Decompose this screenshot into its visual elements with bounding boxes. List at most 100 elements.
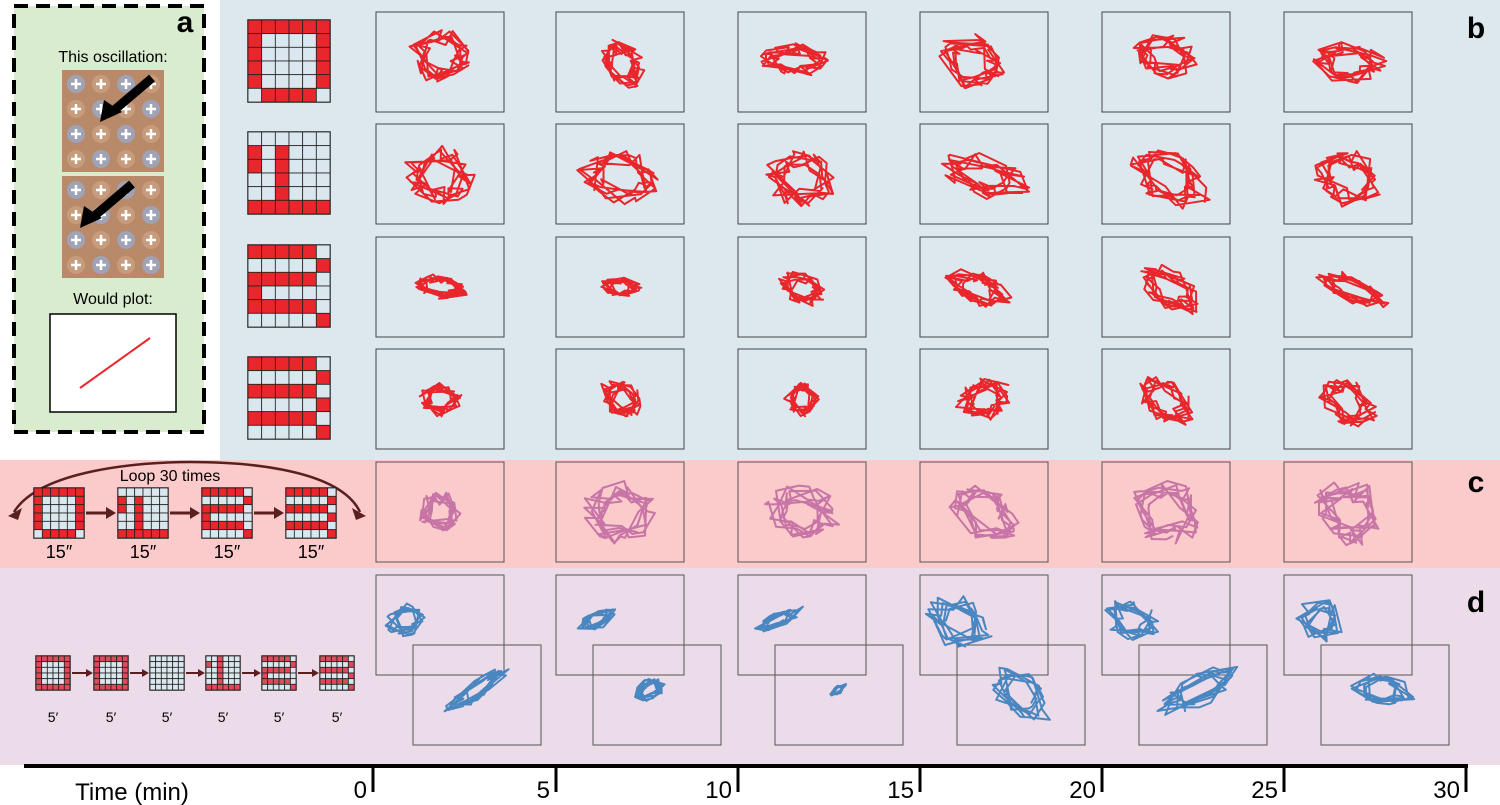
- trajectory-plot: [375, 11, 505, 113]
- trajectory-trace: [601, 38, 646, 89]
- trajectory-trace: [414, 273, 468, 300]
- arrow-icon: [89, 180, 135, 222]
- trajectory-plot: [737, 574, 904, 746]
- panel-d-patterns: 5′ 5′ 5′ 5′ 5′ 5′: [35, 655, 355, 725]
- pattern-grid-c-2: [117, 487, 169, 539]
- trajectory-trace: [418, 382, 463, 418]
- trajectory-trace: [778, 270, 826, 307]
- oscillation-photo-2: [62, 176, 164, 278]
- trajectory-plot: [1283, 574, 1450, 746]
- trajectory-plot: [737, 348, 867, 450]
- duration-label: 5′: [274, 709, 285, 725]
- trajectory-plot: [919, 11, 1049, 113]
- trajectory-plot: [375, 574, 542, 746]
- trajectory-plot: [1101, 123, 1231, 225]
- pattern-grid-c-1: [33, 487, 85, 539]
- panel-d-background: [0, 568, 1500, 765]
- panel-b-letter: b: [1467, 12, 1485, 45]
- trajectory-trace: [576, 608, 617, 631]
- duration-label: 5′: [106, 709, 117, 725]
- panel-d-trajectories: [375, 574, 1450, 746]
- trajectory-trace: [991, 666, 1051, 721]
- time-tick-label: 20: [1069, 777, 1096, 804]
- time-tick-label: 5: [537, 777, 550, 804]
- trajectory-plot: [555, 236, 685, 338]
- trajectory-trace: [1129, 149, 1211, 210]
- arrow-icon: [274, 507, 284, 519]
- trajectory-plot: [1283, 123, 1413, 225]
- panel-a-caption-top: This oscillation:: [58, 49, 167, 66]
- panel-b-background: [220, 0, 1500, 460]
- trajectory-trace: [1295, 599, 1343, 643]
- trajectory-trace: [1140, 263, 1199, 316]
- duration-label: 5′: [48, 709, 59, 725]
- trajectory-plot: [555, 123, 685, 225]
- time-tick-label: 30: [1433, 777, 1460, 804]
- trajectory-trace: [1313, 481, 1380, 547]
- trajectory-trace: [764, 484, 840, 539]
- trajectory-trace: [1350, 672, 1416, 706]
- duration-label: 15″: [214, 542, 241, 562]
- example-plot-line: [79, 337, 151, 389]
- trajectory-trace: [1315, 270, 1390, 309]
- trajectory-plot: [737, 236, 867, 338]
- trajectory-plot: [375, 236, 505, 338]
- pattern-grid-b-3: [247, 244, 331, 328]
- panel-c-letter: c: [1468, 466, 1485, 499]
- pattern-grid-d-5: [261, 655, 297, 691]
- trajectory-plot: [919, 348, 1049, 450]
- trajectory-plot: [919, 123, 1049, 225]
- trajectory-plot: [375, 123, 505, 225]
- trajectory-plot: [555, 11, 685, 113]
- loop-arrowhead-left: [8, 508, 22, 520]
- panel-a-caption-bottom: Would plot:: [73, 291, 153, 308]
- arrow-icon: [106, 507, 116, 519]
- trajectory-plot: [555, 574, 722, 746]
- arrow-icon: [190, 507, 200, 519]
- trajectory-trace: [600, 276, 643, 297]
- oscillation-photos: [62, 70, 164, 278]
- pattern-grid-c-4: [285, 487, 337, 539]
- trajectory-plot: [1101, 236, 1231, 338]
- trajectory-trace: [1313, 150, 1381, 208]
- duration-label: 15″: [46, 542, 73, 562]
- arrow-icon: [312, 669, 319, 677]
- time-axis-ticks: 0 5 10 15 20 25 30: [354, 766, 1468, 804]
- trajectory-trace: [1318, 379, 1378, 428]
- trajectory-plot: [737, 461, 867, 563]
- time-tick-label: 15: [887, 777, 914, 804]
- panel-b-patterns: [247, 19, 331, 440]
- panel-b-trajectories: [375, 11, 1413, 450]
- trajectory-plot: [919, 236, 1049, 338]
- trajectory-trace: [944, 268, 1013, 308]
- arrow-icon: [86, 669, 93, 677]
- panel-c-patterns: 15″ 15″ 15″ 15″: [33, 487, 337, 562]
- time-tick-label: 10: [705, 777, 732, 804]
- trajectory-plot: [737, 11, 867, 113]
- pattern-grid-d-2: [93, 655, 129, 691]
- trajectory-trace: [583, 480, 656, 545]
- trajectory-plot: [1101, 11, 1231, 113]
- trajectory-trace: [924, 595, 993, 648]
- trajectory-trace: [634, 678, 666, 702]
- trajectory-plot: [1101, 461, 1231, 563]
- trajectory-trace: [1104, 600, 1160, 641]
- trajectory-plot: [375, 461, 505, 563]
- trajectory-trace: [783, 381, 820, 418]
- trajectory-plot: [1283, 11, 1413, 113]
- loop-arc: [12, 460, 362, 513]
- trajectory-plot: [1283, 461, 1413, 563]
- time-axis-label: Time (min): [75, 779, 189, 805]
- trajectory-trace: [948, 484, 1020, 539]
- time-tick-label: 25: [1251, 777, 1278, 804]
- trajectory-trace: [754, 605, 804, 633]
- trajectory-trace: [955, 377, 1011, 421]
- time-tick-label: 0: [354, 777, 367, 804]
- pattern-grid-b-1: [247, 19, 331, 103]
- panel-d-letter: d: [1467, 586, 1485, 619]
- trajectory-plot: [1283, 236, 1413, 338]
- trajectory-trace: [759, 42, 829, 77]
- trajectory-plot: [1101, 574, 1268, 746]
- duration-label: 15″: [130, 542, 157, 562]
